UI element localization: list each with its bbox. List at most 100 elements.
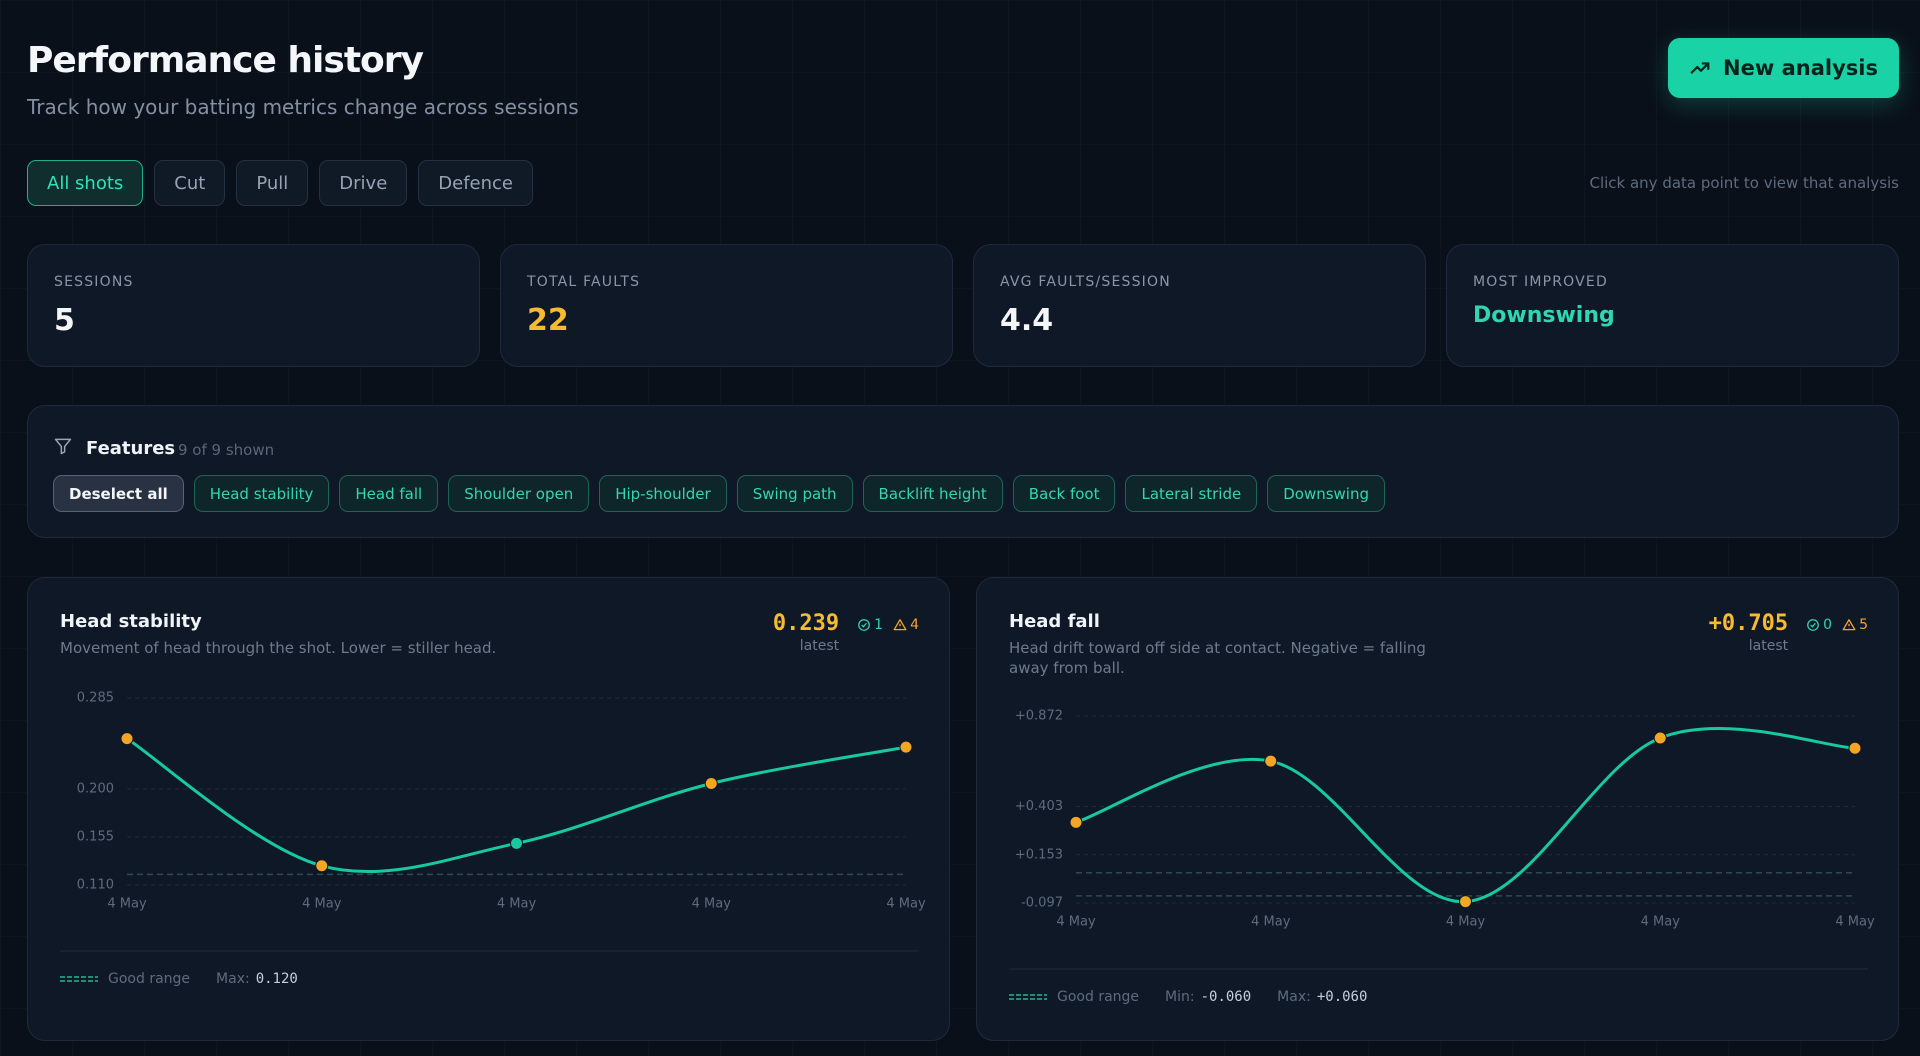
chart-plot: 0.285 0.200 0.155 0.110 4 May 4 May 4 May 4 May… — [60, 691, 926, 952]
chart-card: Head fall Head drift toward off side at c… — [976, 577, 1899, 1041]
latest-caption: latest — [799, 638, 840, 654]
x-tick-label: 4 May — [107, 897, 147, 912]
shot-tabs: All shots Cut Pull Drive Defence — [27, 160, 534, 206]
good-range-swatch — [1009, 994, 1047, 1000]
stat-card: TOTAL FAULTS 22 — [500, 244, 953, 367]
page-subtitle: Track how your batting metrics change ac… — [27, 95, 579, 119]
warn-icon — [1842, 619, 1856, 631]
data-point[interactable] — [1848, 741, 1862, 755]
feature-chips: Deselect all Head stability Head fall Shou… — [53, 475, 1385, 512]
range-bound-name: Max: — [1277, 989, 1311, 1005]
ok-count: 0 — [1806, 617, 1832, 633]
good-range-key: Good range — [60, 971, 190, 987]
x-tick-label: 4 May — [886, 897, 926, 912]
button-label: New analysis — [1723, 56, 1878, 80]
legend: Good range Max: 0.120 — [60, 971, 298, 987]
y-tick-label: 0.285 — [77, 691, 114, 706]
feature-chip[interactable]: Shoulder open — [448, 475, 590, 512]
tab[interactable]: All shots — [27, 160, 144, 206]
tab[interactable]: Pull — [236, 160, 309, 206]
stat-value: 5 — [54, 303, 75, 338]
good-range-label: Good range — [1057, 989, 1140, 1005]
feature-chip[interactable]: Hip-shoulder — [599, 475, 727, 512]
latest-value: 0.239 latest — [773, 611, 839, 654]
ok-icon — [858, 619, 871, 631]
legend: Good range Min: -0.060 Max: +0.060 — [1009, 989, 1367, 1005]
data-point[interactable] — [315, 859, 329, 873]
latest-block: 0.239 latest 1 4 — [773, 611, 919, 654]
x-tick-label: 4 May — [1446, 915, 1486, 930]
chart-plot: +0.872 +0.403 +0.153 -0.097 4 May 4 May 4 May 4… — [1009, 709, 1875, 970]
data-line — [1075, 727, 1856, 904]
page-title: Performance history — [27, 40, 424, 81]
latest-value: +0.705 latest — [1709, 611, 1788, 654]
data-point[interactable] — [1069, 815, 1083, 829]
y-tick-label: +0.872 — [1015, 709, 1063, 724]
warn-count-value: 5 — [1859, 617, 1868, 633]
x-tick-label: 4 May — [1835, 915, 1875, 930]
range-bound-name: Max: — [216, 971, 250, 987]
stat-value: Downswing — [1473, 303, 1615, 328]
range-bound-value: -0.060 — [1200, 989, 1252, 1005]
stat-label: MOST IMPROVED — [1473, 274, 1608, 290]
warn-count: 4 — [893, 617, 919, 633]
data-point[interactable] — [899, 740, 913, 754]
stat-value: 22 — [527, 303, 569, 338]
latest-caption: latest — [1748, 638, 1789, 654]
warn-icon — [893, 619, 907, 631]
chart-title: Head fall — [1009, 611, 1100, 632]
deselect-button[interactable]: Deselect all — [53, 475, 184, 512]
x-tick-label: 4 May — [692, 897, 732, 912]
data-point[interactable] — [510, 836, 523, 850]
range-bound-name: Min: — [1165, 989, 1195, 1005]
feature-chip[interactable]: Swing path — [736, 475, 853, 512]
data-point[interactable] — [1653, 731, 1667, 745]
data-point[interactable] — [1459, 895, 1472, 909]
range-bound: Min: -0.060 — [1165, 989, 1251, 1005]
range-bound-value: +0.060 — [1316, 989, 1368, 1005]
feature-chip[interactable]: Head fall — [339, 475, 439, 512]
feature-chip[interactable]: Backlift height — [862, 475, 1003, 512]
latest-number: +0.705 — [1708, 611, 1789, 636]
y-tick-label: 0.200 — [77, 781, 114, 796]
good-range-swatch — [60, 976, 98, 982]
chart-card: Head stability Movement of head through t… — [27, 577, 950, 1041]
ok-count-value: 1 — [874, 617, 884, 633]
filter-icon — [54, 438, 72, 455]
y-tick-label: -0.097 — [1021, 896, 1063, 911]
tab[interactable]: Cut — [154, 160, 226, 206]
range-bound-value: 0.120 — [255, 971, 298, 987]
tab[interactable]: Defence — [418, 160, 534, 206]
x-tick-label: 4 May — [302, 897, 342, 912]
good-range-label: Good range — [108, 971, 191, 987]
features-title: Features — [86, 438, 176, 459]
features-count: 9 of 9 shown — [178, 441, 275, 459]
stat-card: SESSIONS 5 — [27, 244, 480, 367]
feature-chip[interactable]: Lateral stride — [1125, 475, 1258, 512]
stat-value: 4.4 — [1000, 303, 1054, 338]
y-tick-label: 0.110 — [77, 878, 114, 893]
data-point[interactable] — [1264, 754, 1278, 768]
stat-card: MOST IMPROVED Downswing — [1446, 244, 1899, 367]
x-tick-label: 4 May — [1641, 915, 1681, 930]
data-point[interactable] — [120, 732, 134, 746]
feature-chip[interactable]: Back foot — [1012, 475, 1116, 512]
y-tick-label: +0.153 — [1015, 847, 1063, 862]
feature-chip[interactable]: Head stability — [193, 475, 330, 512]
ok-count: 1 — [857, 617, 883, 633]
data-line — [126, 737, 907, 873]
x-tick-label: 4 May — [1056, 915, 1096, 930]
feature-chip[interactable]: Downswing — [1267, 475, 1385, 512]
good-range-key: Good range — [1009, 989, 1139, 1005]
data-point[interactable] — [704, 776, 718, 790]
warn-count: 5 — [1842, 617, 1868, 633]
new-analysis-button[interactable]: New analysis — [1668, 38, 1899, 98]
chart-title: Head stability — [60, 611, 202, 632]
y-tick-label: 0.155 — [77, 829, 114, 844]
x-tick-label: 4 May — [1251, 915, 1291, 930]
warn-count-value: 4 — [910, 617, 919, 633]
tab[interactable]: Drive — [319, 160, 408, 206]
range-bound: Max: +0.060 — [1277, 989, 1367, 1005]
